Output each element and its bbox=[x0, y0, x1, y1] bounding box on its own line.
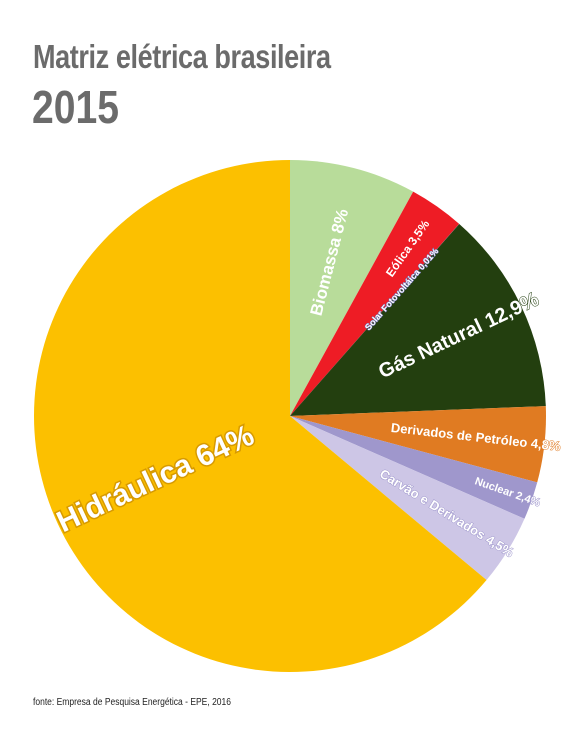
pie-slice-derivados-de-petr-leo bbox=[290, 406, 546, 483]
pie-slice-nuclear bbox=[290, 416, 538, 519]
chart-subtitle: 2015 bbox=[32, 81, 119, 133]
pie-slice-hidr-ulica bbox=[33, 160, 487, 673]
source-note: fonte: Empresa de Pesquisa Energética - … bbox=[33, 697, 231, 708]
pie-slice-solar-fotovolt-ica bbox=[290, 223, 460, 416]
pie-slice-carv-o-e-derivados bbox=[290, 416, 525, 581]
pie-slice-biomassa bbox=[290, 160, 414, 416]
chart-title: Matriz elétrica brasileira bbox=[33, 38, 331, 75]
pie-slice-e-lica bbox=[290, 191, 460, 416]
pie-slice-g-s-natural bbox=[290, 223, 546, 416]
